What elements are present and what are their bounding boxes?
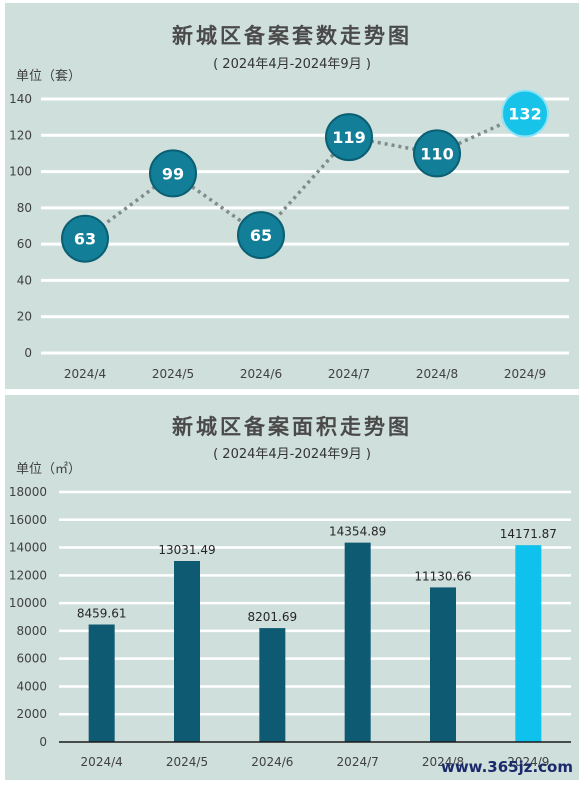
x-tick-label: 2024/9 [504, 367, 546, 381]
area-chart-ylabel: 单位（㎡） [16, 462, 82, 477]
area-chart-title: 新城区备案面积走势图 [172, 415, 412, 439]
x-tick-label: 2024/7 [328, 367, 370, 381]
x-tick-label: 2024/8 [416, 367, 458, 381]
data-label: 11130.66 [414, 569, 471, 583]
y-tick-label: 2000 [16, 707, 47, 721]
x-tick-label: 2024/6 [240, 367, 282, 381]
y-tick-label: 4000 [16, 679, 47, 693]
y-tick-label: 0 [24, 346, 32, 360]
bar [174, 561, 200, 742]
bar [430, 587, 456, 742]
bar [88, 624, 115, 742]
site-watermark: www.365jz.com [440, 758, 573, 776]
data-point [413, 129, 461, 178]
data-label: 110 [420, 144, 453, 163]
x-tick-label: 2024/4 [81, 755, 123, 769]
y-tick-label: 140 [9, 92, 32, 106]
y-tick-label: 6000 [16, 652, 47, 666]
data-label: 14354.89 [329, 525, 386, 539]
y-tick-label: 20 [17, 310, 32, 324]
y-tick-label: 40 [17, 273, 32, 287]
data-point [325, 113, 373, 162]
x-tick-label: 2024/7 [337, 755, 379, 769]
data-label: 14171.87 [500, 527, 557, 541]
x-tick-label: 2024/5 [152, 367, 194, 381]
y-tick-label: 12000 [9, 568, 47, 582]
area-chart-panel: 新城区备案面积走势图 ( 2024年4月-2024年9月 ) 单位（㎡） 0 20… [5, 395, 579, 780]
data-label: 13031.49 [158, 543, 215, 557]
area-chart-subtitle: ( 2024年4月-2024年9月 ) [213, 447, 371, 462]
data-point [149, 149, 197, 198]
y-tick-label: 16000 [9, 513, 47, 527]
y-tick-label: 18000 [9, 485, 47, 499]
area-bar-chart: 0 2000 4000 6000 8000 10000 12000 14000 16000 180… [9, 485, 571, 769]
y-tick-label: 80 [17, 201, 32, 215]
y-tick-label: 10000 [9, 596, 47, 610]
units-chart-subtitle: ( 2024年4月-2024年9月 ) [213, 57, 371, 72]
data-label: 8201.69 [248, 610, 298, 624]
data-label: 119 [332, 128, 365, 147]
x-tick-label: 2024/4 [64, 367, 106, 381]
y-tick-label: 100 [9, 165, 32, 179]
data-label: 65 [250, 226, 272, 245]
x-tick-label: 2024/5 [166, 755, 208, 769]
data-point [61, 214, 109, 263]
data-point [237, 211, 285, 260]
y-tick-label: 60 [17, 237, 32, 251]
data-label: 132 [508, 105, 541, 124]
units-chart-title: 新城区备案套数走势图 [172, 24, 412, 48]
x-tick-label: 2024/8 [422, 755, 464, 769]
y-tick-label: 120 [9, 128, 32, 142]
units-chart-ylabel: 单位（套） [16, 69, 82, 84]
data-point [501, 89, 549, 138]
bar [515, 545, 542, 742]
bar [344, 542, 371, 742]
y-tick-label: 8000 [16, 624, 47, 638]
data-label: 99 [162, 164, 184, 183]
x-tick-label: 2024/9 [507, 755, 549, 769]
bar [259, 628, 286, 742]
data-label: 63 [74, 230, 96, 249]
units-line-chart: 0 20 40 60 80 100 120 140 2024/4 2024/5 2024/6 2024… [9, 89, 569, 381]
units-chart-panel: 新城区备案套数走势图 ( 2024年4月-2024年9月 ) 单位（套） 0 20… [5, 3, 579, 389]
x-tick-label: 2024/6 [251, 755, 293, 769]
data-label: 8459.61 [77, 607, 127, 621]
y-tick-label: 0 [39, 735, 47, 749]
y-tick-label: 14000 [9, 541, 47, 555]
